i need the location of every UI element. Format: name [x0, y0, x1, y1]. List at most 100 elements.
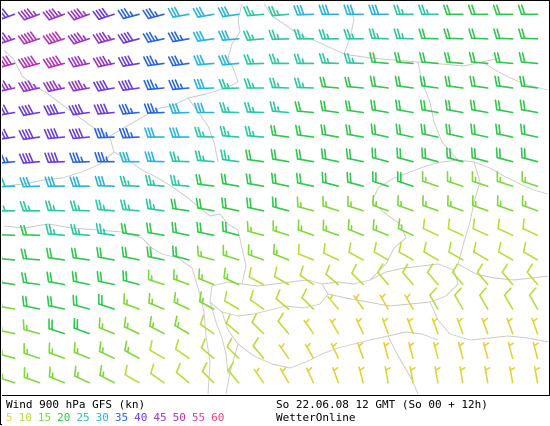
wind-barb [270, 102, 290, 113]
wind-barb [145, 247, 165, 260]
wind-barb [519, 29, 538, 39]
wind-barb [419, 5, 438, 14]
wind-barb [330, 317, 342, 333]
wind-barb [69, 55, 89, 68]
wind-barb [19, 55, 40, 69]
legend-item-10: 10 [19, 411, 32, 424]
wind-barb [72, 343, 93, 358]
wind-barb [344, 125, 364, 137]
wind-barb [45, 201, 64, 211]
wind-barb [320, 125, 340, 137]
wind-barb [19, 104, 39, 116]
wind-barb [494, 148, 515, 162]
wind-barb [2, 6, 15, 21]
wind-barb [469, 124, 489, 137]
wind-barb [70, 248, 90, 260]
legend-item-50: 50 [173, 411, 186, 424]
wind-barb [2, 297, 16, 309]
wind-barb [120, 247, 140, 260]
wind-barb [525, 264, 544, 284]
wind-barb [269, 30, 288, 40]
wind-barb [394, 100, 414, 112]
wind-barb [169, 104, 188, 114]
wind-barb [426, 264, 445, 284]
wind-barb [270, 150, 290, 162]
wind-barb [219, 5, 239, 17]
wind-barb [248, 291, 269, 309]
wind-barb [346, 243, 367, 260]
wind-barb [220, 198, 240, 211]
wind-barb [445, 172, 466, 186]
wind-barb [394, 76, 414, 88]
wind-barb [93, 30, 114, 44]
wind-barb [224, 314, 244, 333]
coastline-baltic-east [482, 62, 548, 90]
wind-barb [279, 343, 292, 359]
wind-barb [72, 367, 93, 383]
wind-barb [2, 55, 14, 69]
wind-barb [71, 319, 92, 334]
wind-barb [333, 366, 343, 383]
wind-barb [244, 54, 263, 64]
wind-barb [320, 149, 340, 162]
wind-barb [68, 6, 89, 21]
wind-barb [20, 177, 39, 187]
wind-barb [295, 173, 315, 186]
wind-barb [194, 79, 213, 89]
legend-item-25: 25 [76, 411, 89, 424]
wind-barb [122, 317, 143, 333]
wind-barb [419, 100, 439, 112]
wind-barb [359, 366, 367, 383]
wind-barb [21, 344, 42, 358]
wind-barb [95, 200, 115, 211]
wind-barb [2, 321, 16, 334]
wind-barb [495, 196, 516, 211]
wind-barb [434, 342, 442, 359]
wind-barb [43, 6, 64, 21]
wind-barb [170, 176, 190, 187]
wind-barb [193, 5, 213, 17]
product-title: Wind 900 hPa GFS (kn) [6, 398, 145, 411]
wind-map [2, 2, 550, 395]
wind-barb [47, 367, 68, 382]
wind-barb [95, 128, 114, 138]
wind-barb [469, 100, 489, 112]
wind-barb [519, 124, 539, 137]
wind-barb [70, 225, 90, 236]
wind-barb [71, 295, 92, 309]
wind-barb [144, 54, 164, 66]
wind-barb [245, 174, 265, 186]
wind-barb [245, 198, 265, 211]
wind-barb [220, 150, 240, 162]
wind-barb [269, 5, 289, 16]
wind-barb [304, 318, 317, 334]
wind-barb [485, 366, 492, 383]
wind-barb [419, 29, 438, 39]
wind-barb [295, 150, 315, 162]
legend-item-60: 60 [211, 411, 224, 424]
wind-barb [495, 219, 516, 235]
wind-barb [294, 30, 313, 39]
wind-barb [296, 244, 317, 259]
wind-barb [21, 273, 41, 285]
wind-barb [69, 104, 89, 116]
wind-barb [120, 128, 139, 138]
wind-barb [520, 196, 541, 211]
wind-barbs [2, 5, 545, 382]
wind-barb [194, 30, 214, 42]
wind-barb [507, 317, 517, 334]
wind-barb [321, 244, 342, 260]
wind-barb [147, 317, 168, 334]
wind-barb [43, 30, 64, 44]
wind-barb [319, 30, 338, 39]
wind-barb [370, 196, 391, 211]
wind-barb [170, 223, 190, 236]
wind-barb [385, 366, 392, 383]
wind-barb [435, 366, 442, 383]
wind-barb [245, 150, 265, 162]
wind-barb [457, 317, 467, 334]
wind-barb [305, 342, 317, 358]
wind-barb [195, 151, 215, 162]
wind-barb [94, 104, 114, 115]
wind-barb [96, 318, 117, 333]
